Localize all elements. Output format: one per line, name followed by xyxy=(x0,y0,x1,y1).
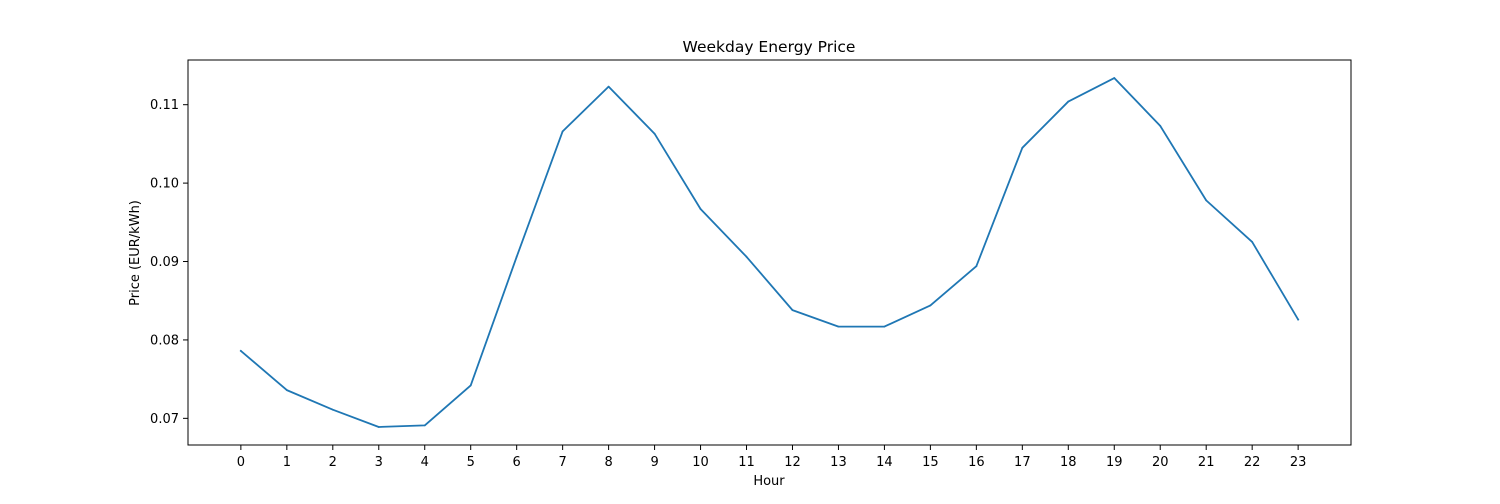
data-point xyxy=(837,325,840,328)
data-point xyxy=(377,426,380,428)
data-point xyxy=(469,384,472,387)
data-point xyxy=(1297,318,1300,321)
data-point xyxy=(331,408,334,411)
data-point xyxy=(883,325,886,328)
data-point xyxy=(929,304,932,307)
x-tick-label: 9 xyxy=(650,455,658,470)
x-tick-label: 17 xyxy=(1014,455,1031,470)
x-tick-label: 18 xyxy=(1060,455,1077,470)
y-tick-label: 0.07 xyxy=(150,412,179,427)
data-point xyxy=(745,255,748,258)
data-point xyxy=(1067,100,1070,103)
x-tick-label: 4 xyxy=(421,455,429,470)
data-point xyxy=(1205,199,1208,202)
data-point xyxy=(285,389,288,392)
series-line xyxy=(239,77,1300,428)
x-tick-label: 3 xyxy=(375,455,383,470)
y-axis-ticks: 0.07 0.08 0.09 0.10 0.11 xyxy=(150,98,188,427)
plot-frame xyxy=(187,59,1352,446)
data-point xyxy=(239,350,242,352)
data-point xyxy=(1159,124,1162,127)
y-tick-label: 0.10 xyxy=(150,177,179,192)
x-tick-label: 13 xyxy=(830,455,847,470)
x-tick-label: 10 xyxy=(692,455,709,470)
x-tick-label: 21 xyxy=(1198,455,1215,470)
data-point xyxy=(423,424,426,427)
x-tick-label: 0 xyxy=(237,455,245,470)
x-tick-label: 22 xyxy=(1244,455,1261,470)
x-tick-label: 20 xyxy=(1152,455,1169,470)
data-point xyxy=(1113,77,1116,79)
plot-area xyxy=(188,60,1351,445)
x-tick-label: 1 xyxy=(283,455,291,470)
x-tick-label: 12 xyxy=(784,455,801,470)
y-axis-label: Price (EUR/kWh) xyxy=(128,200,143,306)
chart-title: Weekday Energy Price xyxy=(683,38,856,56)
data-point xyxy=(1251,241,1254,243)
data-point xyxy=(653,132,656,135)
y-tick-label: 0.08 xyxy=(150,333,179,348)
data-point xyxy=(515,255,518,258)
x-axis-ticks: 0 1 2 3 4 5 6 7 8 9 10 11 12 13 14 15 16 17 18 19 20 21 22 23 xyxy=(237,445,1307,470)
x-tick-label: 6 xyxy=(513,455,521,470)
y-tick-label: 0.09 xyxy=(150,255,179,270)
x-tick-label: 7 xyxy=(559,455,567,470)
x-tick-label: 8 xyxy=(604,455,612,470)
y-tick-label: 0.11 xyxy=(150,98,179,113)
x-tick-label: 2 xyxy=(329,455,337,470)
x-axis-label: Hour xyxy=(753,474,785,489)
data-point xyxy=(1021,146,1024,149)
data-point xyxy=(561,130,564,133)
data-point xyxy=(607,85,610,88)
x-tick-label: 15 xyxy=(922,455,939,470)
x-tick-label: 23 xyxy=(1290,455,1307,470)
series-lines xyxy=(239,77,1300,428)
x-tick-label: 11 xyxy=(738,455,755,470)
data-point xyxy=(791,309,794,312)
x-tick-label: 19 xyxy=(1106,455,1123,470)
x-tick-label: 5 xyxy=(467,455,475,470)
x-tick-label: 16 xyxy=(968,455,985,470)
data-point xyxy=(699,208,702,210)
data-point xyxy=(975,265,978,268)
x-tick-label: 14 xyxy=(876,455,893,470)
